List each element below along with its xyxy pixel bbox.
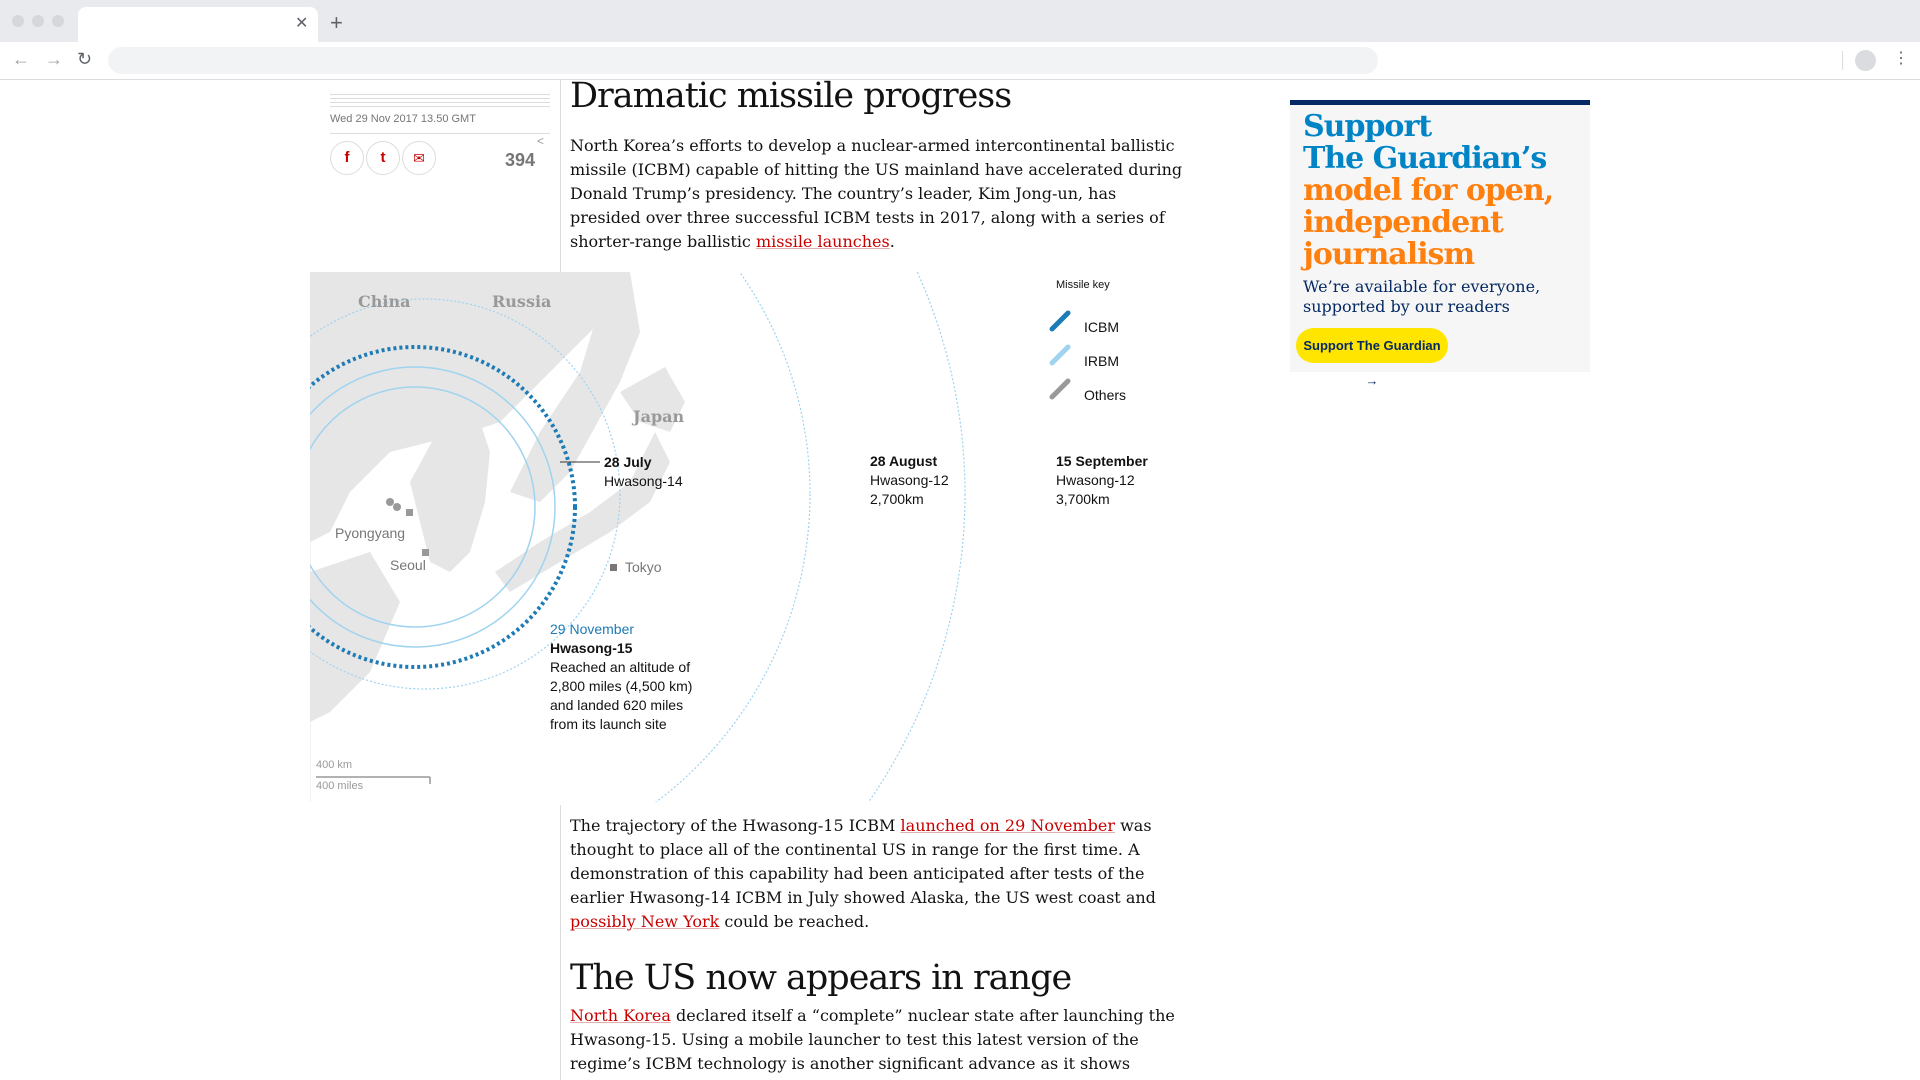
- map-svg: [0, 0, 1071, 1035]
- toolbar-divider: [1842, 51, 1843, 70]
- launch-label-july: 28 July Hwasong-14: [604, 454, 683, 489]
- body-paragraph: North Korea declared itself a “complete”…: [570, 1004, 1190, 1076]
- missile-launches-link[interactable]: missile launches: [755, 232, 890, 251]
- city-label: Tokyo: [625, 559, 662, 575]
- tokyo-marker: [610, 564, 617, 571]
- city-label: Pyongyang: [335, 525, 406, 541]
- country-label: Russia: [492, 292, 552, 311]
- browser-toolbar: ← → ↻ ⋮: [0, 42, 1920, 80]
- possibly-new-york-link[interactable]: possibly New York: [570, 912, 720, 931]
- scale-miles-label: 400 miles: [316, 780, 364, 792]
- forward-icon[interactable]: →: [45, 49, 63, 69]
- ad-headline: model for open,: [1303, 173, 1554, 208]
- window-maximize-dot[interactable]: [52, 15, 64, 27]
- hokkaido-landmass: [620, 367, 685, 432]
- twitter-icon[interactable]: t: [366, 141, 400, 175]
- pyongyang-marker: [406, 509, 413, 516]
- column-divider: [560, 80, 561, 272]
- key-label-others: Others: [1084, 387, 1127, 403]
- intro-paragraph: North Korea’s efforts to develop a nucle…: [570, 134, 1190, 254]
- column-divider: [560, 805, 561, 1080]
- meta-rules: [330, 94, 550, 110]
- email-icon[interactable]: ✉: [402, 141, 436, 175]
- ad-headline: Support: [1303, 109, 1432, 144]
- paragraph-text: declared itself a “complete” nuclear sta…: [570, 1006, 1175, 1073]
- ad-headline: journalism: [1303, 237, 1475, 272]
- paragraph-text: was thought to place all of the continen…: [570, 816, 1156, 907]
- reload-icon[interactable]: ↻: [77, 49, 93, 69]
- icbm-key-swatch: [1049, 310, 1071, 332]
- launch-site-marker: [393, 503, 401, 511]
- key-label-irbm: IRBM: [1084, 353, 1119, 369]
- section-headline: Dramatic missile progress: [570, 76, 1012, 116]
- missile-range-map: China Russia Japan Pyongyang Seoul Tokyo…: [0, 0, 1160, 1035]
- key-title: Missile key: [1056, 279, 1110, 291]
- paragraph-text: The trajectory of the Hwasong-15 ICBM: [570, 816, 901, 835]
- address-bar[interactable]: [108, 47, 1378, 74]
- north-korea-link[interactable]: North Korea: [570, 1006, 671, 1025]
- city-label: Seoul: [390, 557, 426, 573]
- browser-menu-icon[interactable]: ⋮: [1893, 50, 1909, 67]
- meta-divider: [330, 133, 550, 134]
- irbm-key-swatch: [1049, 344, 1071, 366]
- window-minimize-dot[interactable]: [32, 15, 44, 27]
- tab-close-icon[interactable]: ✕: [295, 15, 309, 32]
- seoul-marker: [422, 549, 429, 556]
- scale-km-label: 400 km: [316, 759, 353, 771]
- window-close-dot[interactable]: [12, 15, 24, 27]
- country-label: China: [358, 292, 411, 311]
- launch-site-marker: [386, 498, 394, 506]
- country-label: Japan: [633, 407, 685, 426]
- support-guardian-panel: Support The Guardian’s model for open, i…: [1290, 100, 1590, 388]
- mainland-landmass: [310, 272, 620, 542]
- profile-avatar-icon[interactable]: [1855, 50, 1876, 71]
- launch-label-august: 28 August Hwasong-12 2,700km: [870, 453, 949, 507]
- launch-label-november: 29 November Hwasong-15 Reached an altitude…: [550, 621, 693, 732]
- new-tab-icon[interactable]: +: [330, 10, 343, 35]
- others-key-swatch: [1049, 378, 1071, 400]
- dateline: Wed 29 Nov 2017 13.50 GMT: [330, 113, 476, 125]
- ad-subtext: We’re available for everyone, supported …: [1303, 277, 1541, 316]
- support-button[interactable]: Support The Guardian →: [1296, 328, 1448, 388]
- russia-coast-landmass: [510, 272, 640, 502]
- share-icon: <: [537, 134, 545, 148]
- key-label-icbm: ICBM: [1084, 319, 1119, 335]
- range-circle-november: [253, 345, 577, 669]
- browser-tab-strip: ✕ +: [0, 0, 1920, 42]
- launched-29-november-link[interactable]: launched on 29 November: [900, 816, 1115, 835]
- section-headline: The US now appears in range: [570, 958, 1072, 998]
- paragraph-text: could be reached.: [719, 912, 870, 931]
- paragraph-text: .: [889, 232, 895, 251]
- ad-headline: independent: [1303, 205, 1504, 240]
- back-icon[interactable]: ←: [12, 49, 30, 69]
- facebook-icon[interactable]: f: [330, 141, 364, 175]
- share-count: 394: [505, 150, 536, 170]
- honshu-landmass: [495, 432, 670, 592]
- launch-label-september: 15 September Hwasong-12 3,700km: [1056, 453, 1148, 507]
- korean-peninsula-landmass: [410, 422, 490, 572]
- paragraph-text: North Korea’s efforts to develop a nucle…: [570, 136, 1183, 251]
- ad-headline: The Guardian’s: [1303, 141, 1547, 176]
- browser-tab[interactable]: [78, 7, 318, 42]
- body-paragraph: The trajectory of the Hwasong-15 ICBM la…: [570, 814, 1190, 934]
